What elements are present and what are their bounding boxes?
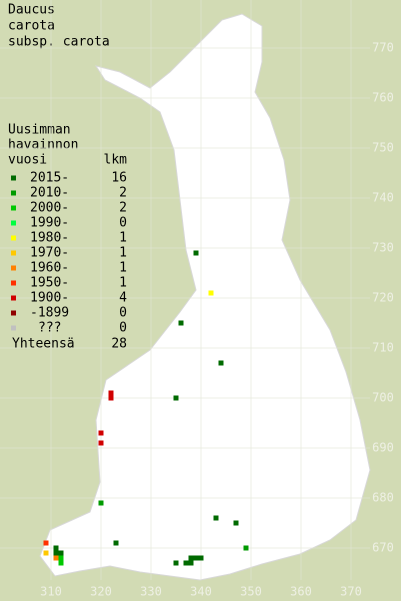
- legend-swatch: [11, 235, 16, 241]
- legend-label: 2000-: [30, 201, 69, 216]
- legend-count: 4: [119, 291, 127, 306]
- x-tick-label: 310: [40, 585, 62, 599]
- observation: [188, 560, 194, 566]
- land-outline: [39, 13, 371, 581]
- observation: [113, 540, 119, 546]
- legend-swatch: [11, 205, 16, 211]
- observation: [43, 550, 49, 556]
- observation: [58, 560, 64, 566]
- legend-label: 2015-: [30, 171, 69, 186]
- observation: [188, 555, 194, 561]
- legend-label: 2010-: [30, 186, 69, 201]
- x-tick-label: 320: [90, 585, 112, 599]
- observation: [108, 395, 114, 401]
- legend-count: 0: [119, 306, 127, 321]
- legend-swatch: [11, 175, 16, 181]
- observation: [58, 550, 64, 556]
- title-line: Daucus: [8, 3, 55, 18]
- legend-label: 1950-: [30, 276, 69, 291]
- legend-label: ???: [38, 321, 61, 336]
- y-tick-label: 770: [372, 41, 394, 55]
- observation: [233, 520, 239, 526]
- legend-count: 1: [119, 261, 127, 276]
- legend-total: 28: [111, 337, 127, 352]
- y-tick-label: 730: [372, 241, 394, 255]
- observation: [173, 560, 179, 566]
- observation: [43, 540, 49, 546]
- legend-count: 2: [119, 201, 127, 216]
- y-tick-label: 690: [372, 441, 394, 455]
- observation: [58, 555, 64, 561]
- legend-total-label: Yhteensä: [12, 337, 75, 352]
- y-tick-label: 710: [372, 341, 394, 355]
- legend-label: -1899: [30, 306, 69, 321]
- observation: [53, 550, 59, 556]
- observation: [173, 395, 179, 401]
- y-tick-label: 670: [372, 541, 394, 555]
- legend-count: 0: [119, 321, 127, 336]
- observation: [208, 290, 214, 296]
- observation: [53, 545, 59, 551]
- legend-count: 1: [119, 246, 127, 261]
- y-tick-label: 750: [372, 141, 394, 155]
- legend-label: 1960-: [30, 261, 69, 276]
- observation: [218, 360, 224, 366]
- legend-swatch: [11, 190, 16, 196]
- observation: [108, 390, 114, 396]
- title-line: carota: [8, 19, 55, 34]
- y-tick-label: 680: [372, 491, 394, 505]
- legend-swatch: [11, 310, 16, 316]
- legend-col-year: vuosi: [8, 153, 47, 168]
- legend-swatch: [11, 280, 16, 286]
- legend-label: 1990-: [30, 216, 69, 231]
- title-line: subsp. carota: [8, 35, 110, 50]
- x-tick-label: 340: [190, 585, 212, 599]
- legend-count: 1: [119, 231, 127, 246]
- observation: [98, 430, 104, 436]
- x-tick-label: 330: [140, 585, 162, 599]
- observation: [193, 250, 199, 256]
- legend-label: 1900-: [30, 291, 69, 306]
- legend-label: 1980-: [30, 231, 69, 246]
- legend-swatch: [11, 325, 16, 331]
- x-tick-label: 360: [290, 585, 312, 599]
- observation: [178, 320, 184, 326]
- x-tick-label: 370: [340, 585, 362, 599]
- legend-swatch: [11, 250, 16, 256]
- y-tick-label: 700: [372, 391, 394, 405]
- legend-col-count: lkm: [104, 153, 128, 168]
- legend-swatch: [11, 220, 16, 226]
- legend-label: 1970-: [30, 246, 69, 261]
- legend-header: havainnon: [8, 138, 78, 153]
- x-tick-label: 350: [240, 585, 262, 599]
- observation: [213, 515, 219, 521]
- legend-count: 2: [119, 186, 127, 201]
- observation: [53, 555, 59, 561]
- legend-count: 0: [119, 216, 127, 231]
- legend-count: 1: [119, 276, 127, 291]
- observation: [193, 555, 199, 561]
- observation: [98, 500, 104, 506]
- observation: [198, 555, 204, 561]
- observation: [243, 545, 249, 551]
- legend-swatch: [11, 265, 16, 271]
- observation: [98, 440, 104, 446]
- y-tick-label: 720: [372, 291, 394, 305]
- legend-count: 16: [111, 171, 127, 186]
- observation: [183, 560, 189, 566]
- y-tick-label: 760: [372, 91, 394, 105]
- legend-header: Uusimman: [8, 123, 71, 138]
- legend-swatch: [11, 295, 16, 301]
- y-tick-label: 740: [372, 191, 394, 205]
